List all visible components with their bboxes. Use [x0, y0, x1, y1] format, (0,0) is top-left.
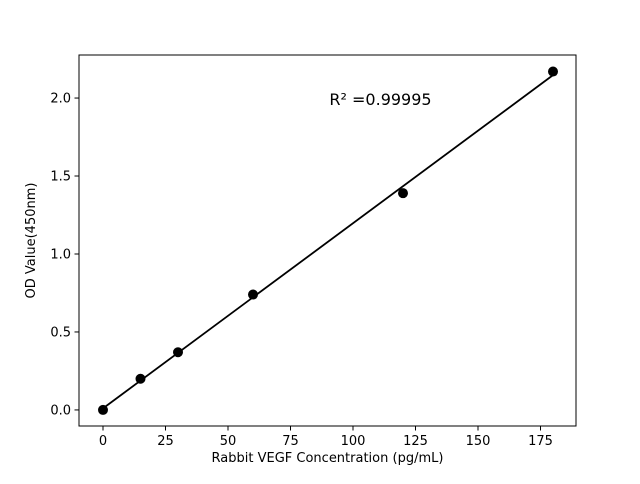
x-tick-label: 100	[341, 434, 366, 449]
data-point	[548, 66, 558, 77]
x-tick-label: 50	[220, 434, 237, 449]
x-tick-label: 0	[99, 434, 107, 449]
y-axis-label: OD Value(450nm)	[24, 183, 39, 299]
r-squared-annotation: R² =0.99995	[329, 90, 431, 109]
data-layer	[98, 66, 558, 415]
x-tick-label: 150	[466, 434, 491, 449]
x-tick-label: 75	[282, 434, 299, 449]
y-tick-label: 0.0	[50, 403, 71, 418]
data-point	[398, 188, 408, 199]
y-tick-label: 0.5	[50, 325, 71, 340]
y-tick-label: 2.0	[50, 92, 71, 107]
data-point	[173, 347, 183, 358]
x-tick-label: 125	[403, 434, 428, 449]
x-tick-label: 25	[157, 434, 174, 449]
data-point	[135, 373, 146, 384]
data-point	[98, 404, 108, 415]
y-tick-label: 1.0	[50, 247, 71, 262]
y-tick-label: 1.5	[50, 170, 71, 185]
x-axis-label: Rabbit VEGF Concentration (pg/mL)	[212, 451, 444, 466]
data-point	[248, 289, 258, 300]
x-tick-label: 175	[528, 434, 553, 449]
